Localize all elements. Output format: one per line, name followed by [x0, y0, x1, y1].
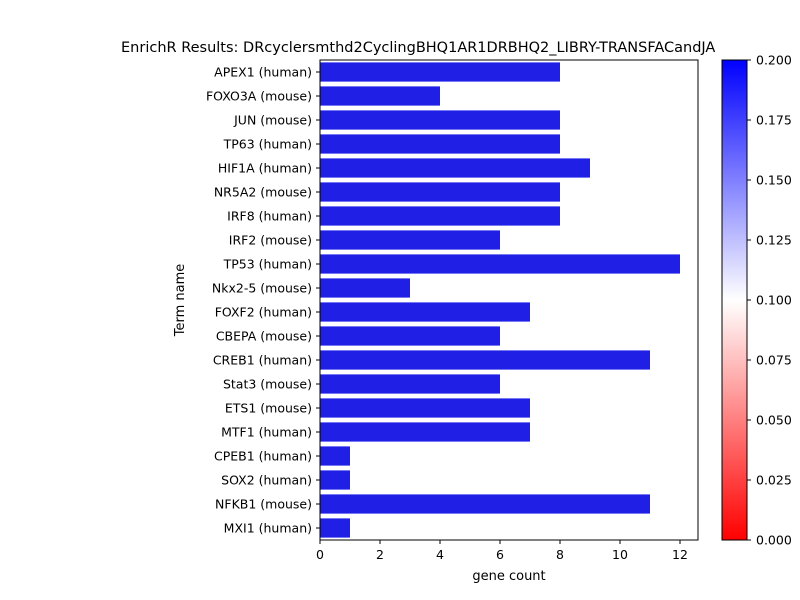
bar: [320, 326, 500, 346]
bar: [320, 518, 350, 538]
x-tick-label: 10: [612, 547, 628, 562]
bar: [320, 254, 680, 274]
y-tick-label: FOXF2 (human): [215, 305, 312, 320]
colorbar-ticks: 0.000 0.025 0.050 0.075 0.100 0.125 0.150 0.175…: [747, 53, 792, 548]
colorbar-tick-label: 0.100: [756, 293, 792, 308]
y-tick-label: Nkx2-5 (mouse): [212, 281, 312, 296]
y-tick-label: IRF8 (human): [227, 209, 312, 224]
y-tick-label: CREB1 (human): [213, 353, 312, 368]
bar: [320, 398, 530, 418]
y-tick-label: MXI1 (human): [224, 521, 312, 536]
bar: [320, 374, 500, 394]
y-tick-label: JUN (mouse): [233, 113, 312, 128]
bar: [320, 446, 350, 466]
bar: [320, 134, 560, 154]
bar: [320, 278, 410, 298]
x-tick-label: 2: [376, 547, 384, 562]
colorbar-tick-label: 0.200: [756, 53, 792, 68]
bar: [320, 350, 650, 370]
x-tick-label: 12: [672, 547, 688, 562]
y-tick-label: NR5A2 (mouse): [214, 185, 312, 200]
colorbar-tick-label: 0.150: [756, 173, 792, 188]
y-tick-label: FOXO3A (mouse): [206, 89, 312, 104]
bar: [320, 86, 440, 106]
y-tick-label: SOX2 (human): [221, 473, 312, 488]
bar: [320, 302, 530, 322]
y-tick-label: TP63 (human): [223, 137, 312, 152]
y-tick-label: CBEPA (mouse): [216, 329, 312, 344]
x-tick-label: 4: [436, 547, 444, 562]
y-axis-label: Term name: [173, 264, 188, 338]
colorbar-tick-label: 0.125: [756, 233, 792, 248]
y-tick-label: APEX1 (human): [214, 65, 312, 80]
y-tick-label: HIF1A (human): [218, 161, 312, 176]
bar: [320, 110, 560, 130]
bar: [320, 62, 560, 82]
bar: [320, 206, 560, 226]
chart-title: EnrichR Results: DRcyclersmthd2CyclingBH…: [121, 40, 715, 56]
colorbar-tick-label: 0.075: [756, 353, 792, 368]
colorbar: [721, 59, 748, 541]
bar: [320, 182, 560, 202]
y-tick-label: Stat3 (mouse): [223, 377, 312, 392]
x-axis-ticks: 0 2 4 6 8 10 12: [316, 540, 688, 562]
plot-frame: [319, 59, 699, 541]
y-tick-label: ETS1 (mouse): [225, 401, 312, 416]
bar: [320, 494, 650, 514]
x-tick-label: 0: [316, 547, 324, 562]
y-tick-label: IRF2 (mouse): [229, 233, 312, 248]
bar: [320, 422, 530, 442]
y-tick-label: CPEB1 (human): [214, 449, 312, 464]
colorbar-tick-label: 0.175: [756, 113, 792, 128]
x-tick-label: 6: [496, 547, 504, 562]
y-tick-label: TP53 (human): [223, 257, 312, 272]
y-axis-ticks: APEX1 (human) FOXO3A (mouse) JUN (mouse) TP…: [206, 65, 320, 536]
colorbar-tick-label: 0.000: [756, 533, 792, 548]
x-axis-label: gene count: [472, 569, 545, 584]
y-tick-label: MTF1 (human): [221, 425, 312, 440]
bar: [320, 230, 500, 250]
y-tick-label: NFKB1 (mouse): [215, 497, 312, 512]
bar: [320, 158, 590, 178]
bar: [320, 470, 350, 490]
x-tick-label: 8: [556, 547, 564, 562]
bars-group: [320, 62, 680, 538]
colorbar-tick-label: 0.025: [756, 473, 792, 488]
colorbar-tick-label: 0.050: [756, 413, 792, 428]
